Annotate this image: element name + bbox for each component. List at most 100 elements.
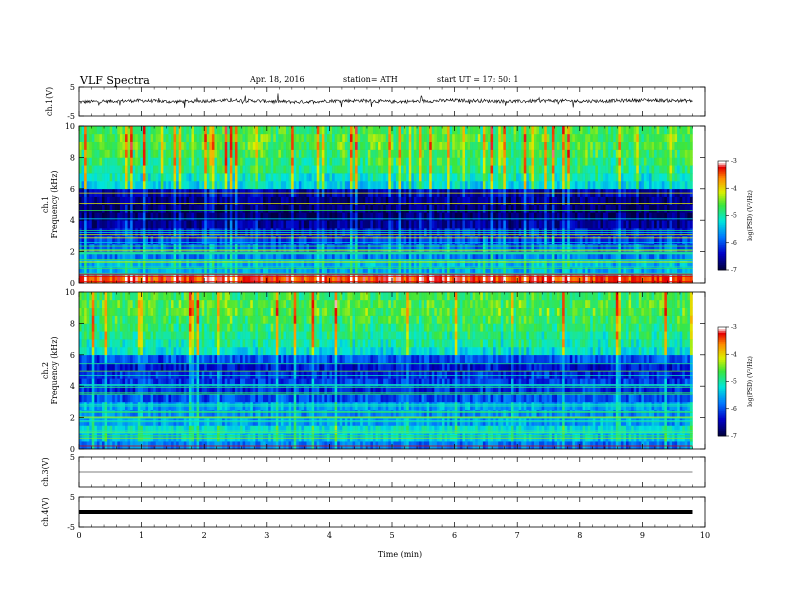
spec1-cell [485, 149, 489, 158]
spec1-cell [140, 259, 144, 268]
spec1-cell [334, 180, 338, 190]
spec1-cell [140, 204, 144, 213]
spec1-cell [539, 204, 542, 213]
spec1-cell [291, 149, 295, 158]
spec1-cell [321, 141, 325, 150]
spec1-cell [372, 243, 376, 252]
spec1-cell [360, 141, 364, 150]
spec1-cell [283, 165, 287, 174]
spec1-cell [674, 243, 678, 252]
spec1-cell [470, 149, 473, 158]
spec1-cell [306, 204, 310, 213]
spec1-cell [270, 165, 274, 174]
spec1-cell [431, 251, 435, 260]
spec1-cell [462, 126, 466, 135]
spec1-cell [672, 243, 675, 252]
spec1-cell [569, 133, 573, 142]
spec1-cell [188, 220, 192, 229]
spec1-cell [257, 165, 261, 174]
spec1-cell [240, 157, 243, 166]
spec1-cell [114, 133, 118, 142]
spec1-cell [163, 133, 167, 142]
spec1-cell [199, 173, 202, 182]
spec1-cell [605, 149, 609, 158]
spec1-cell [562, 220, 565, 229]
spec1-cell [217, 212, 220, 221]
spec1-cell [268, 267, 272, 276]
spec1-cell [181, 259, 185, 268]
spec1-cell [418, 157, 422, 166]
spec1-cell [564, 220, 568, 229]
spec1-cell [81, 275, 85, 284]
spec1-cell [592, 243, 596, 252]
spec1-cell [191, 220, 195, 229]
spec1-cell [178, 235, 182, 245]
spec1-cell [81, 251, 85, 260]
spec1-cell [531, 157, 535, 166]
spec1-cell [81, 133, 85, 142]
spec1-cell [96, 133, 100, 142]
spec1-cell [209, 259, 213, 268]
spec1-cell [582, 141, 586, 150]
spec1-cell [398, 126, 402, 135]
spec1-cell [209, 196, 213, 205]
spec1-cell [503, 235, 507, 245]
spec1-cell [536, 267, 540, 276]
spec1-cell [418, 126, 422, 135]
spec1-cell [610, 165, 614, 174]
spec1-cell [403, 149, 407, 158]
spec1-cell [252, 251, 256, 260]
spec1-cell [582, 196, 586, 205]
spec1-cell [148, 220, 151, 229]
spec1-cell [219, 204, 223, 213]
spec1-cell [178, 126, 182, 135]
spec1-cell [651, 220, 655, 229]
spec1-cell [183, 204, 187, 213]
spec1-cell [585, 149, 588, 158]
spec1-cell [263, 180, 266, 190]
spec1-cell [682, 243, 686, 252]
spec1-cell [102, 220, 105, 229]
spec1-cell [426, 165, 430, 174]
spec1-cell [329, 180, 333, 190]
spec1-cell [510, 259, 514, 268]
spec1-cell [370, 157, 374, 166]
spec1-cell [242, 149, 246, 158]
spec1-cell [557, 157, 560, 166]
spec1-cell [393, 235, 397, 245]
spec1-cell [280, 235, 284, 245]
spec1-cell [526, 220, 530, 229]
spec1-cell [587, 204, 591, 213]
spec1-cell [587, 235, 591, 245]
spec1-cell [352, 220, 356, 229]
spec1-cell [119, 243, 123, 252]
spec1-cell [293, 251, 297, 260]
spec1-cell [145, 196, 149, 205]
spec1-cell [81, 220, 85, 229]
spec1-cell [107, 157, 110, 166]
spec1-cell [349, 212, 353, 221]
spec1-cell [160, 275, 164, 284]
spec1-cell [357, 165, 361, 174]
spec1-cell [171, 196, 174, 205]
spec1-cell [449, 212, 453, 221]
spec1-cell [689, 157, 693, 166]
spec1-cell [94, 196, 98, 205]
spec1-cell [301, 141, 305, 150]
spec1-cell [204, 196, 208, 205]
spec1-cell [628, 149, 632, 158]
spec1-cell [176, 157, 179, 166]
spec1-cell [112, 133, 116, 142]
spec1-cell [664, 275, 668, 284]
spec1-cell [393, 220, 397, 229]
spec1-cell [467, 165, 471, 174]
spec1-cell [587, 259, 591, 268]
spec1-cell [541, 212, 545, 221]
spec1-cell [459, 220, 463, 229]
spec1-cell [689, 275, 693, 284]
spec1-cell [424, 180, 427, 190]
spec1-cell [337, 196, 341, 205]
spec1-cell [600, 251, 604, 260]
spec1-cell [252, 212, 256, 221]
spec1-cell [554, 149, 558, 158]
